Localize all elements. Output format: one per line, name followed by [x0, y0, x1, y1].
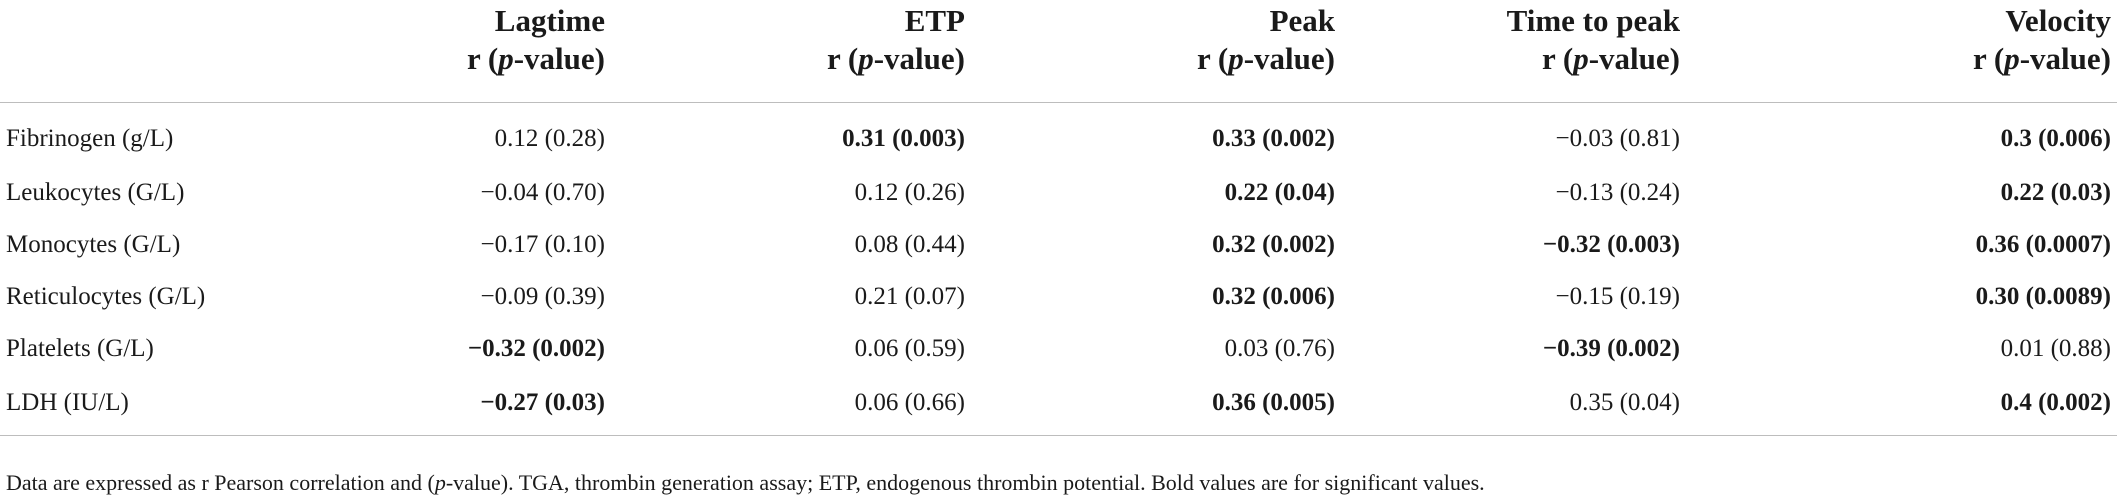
- table-cell: 0.22 (0.04): [1224, 179, 1335, 206]
- subtitle-rest: -value): [873, 41, 965, 76]
- table-cell: −0.32 (0.002): [467, 335, 605, 362]
- subtitle-rest: -value): [2019, 41, 2111, 76]
- table-cell: 0.32 (0.006): [1212, 283, 1335, 310]
- row-label: Platelets (G/L): [6, 335, 154, 362]
- footnote-text-2: -value). TGA, thrombin generation assay;…: [445, 470, 1485, 495]
- table-cell: 0.36 (0.005): [1015, 375, 1385, 436]
- column-header: Time to peak r (p-value): [1385, 0, 1775, 103]
- table-cell: −0.39 (0.002): [1542, 335, 1680, 362]
- correlation-table: Lagtime r (p-value) ETP r (p-value) Peak r (p…: [0, 0, 2117, 436]
- subtitle-r: r (: [1972, 41, 2005, 76]
- table-row: LDH (IU/L) −0.27 (0.03) 0.06 (0.66) 0.36 (0…: [0, 375, 2117, 436]
- column-header-title: Peak: [1269, 3, 1335, 38]
- correlation-table-container: Lagtime r (p-value) ETP r (p-value) Peak r (p…: [0, 0, 2117, 436]
- subtitle-r: r (: [1196, 41, 1229, 76]
- footnote-text-1: Data are expressed as r Pearson correlat…: [6, 470, 435, 495]
- table-cell: −0.17 (0.10): [480, 231, 606, 258]
- table-cell: 0.03 (0.76): [1224, 335, 1335, 362]
- column-header-subtitle: r (p-value): [1015, 40, 1335, 78]
- table-cell: 0.22 (0.03): [2000, 179, 2111, 206]
- subtitle-p: p: [1573, 41, 1589, 76]
- column-header: Peak r (p-value): [1015, 0, 1385, 103]
- subtitle-r: r (: [826, 41, 859, 76]
- table-cell: 0.36 (0.0007): [1975, 231, 2111, 258]
- subtitle-rest: -value): [1243, 41, 1335, 76]
- subtitle-r: r (: [466, 41, 499, 76]
- column-header-subtitle: r (p-value): [1775, 40, 2111, 78]
- table-header: Lagtime r (p-value) ETP r (p-value) Peak r (p…: [0, 0, 2117, 103]
- table-cell: 0.32 (0.002): [1212, 231, 1335, 258]
- table-cell: 0.33 (0.002): [1212, 125, 1335, 152]
- subtitle-p: p: [2004, 41, 2020, 76]
- subtitle-r: r (: [1541, 41, 1574, 76]
- column-header: Lagtime r (p-value): [330, 0, 660, 103]
- table-cell: 0.31 (0.003): [842, 125, 965, 152]
- table-cell: −0.09 (0.39): [480, 283, 606, 310]
- column-header-title: Velocity: [2005, 3, 2111, 38]
- table-row: Platelets (G/L) −0.32 (0.002) 0.06 (0.59) 0…: [0, 323, 2117, 375]
- row-label: Leukocytes (G/L): [6, 179, 185, 206]
- column-header: Velocity r (p-value): [1775, 0, 2117, 103]
- table-cell: 0.06 (0.59): [854, 335, 965, 362]
- column-header-subtitle: r (p-value): [660, 40, 965, 78]
- table-row: Monocytes (G/L) −0.17 (0.10) 0.08 (0.44) 0.…: [0, 219, 2117, 271]
- table-cell: −0.13 (0.24): [1555, 179, 1681, 206]
- column-header: ETP r (p-value): [660, 0, 1015, 103]
- table-cell: 0.08 (0.44): [854, 231, 965, 258]
- table-cell: 0.12 (0.28): [494, 125, 605, 152]
- column-header-subtitle: r (p-value): [330, 40, 605, 78]
- table-cell: 0.21 (0.07): [854, 283, 965, 310]
- subtitle-rest: -value): [1588, 41, 1680, 76]
- row-label: Reticulocytes (G/L): [6, 283, 206, 310]
- subtitle-p: p: [498, 41, 514, 76]
- row-label: Monocytes (G/L): [6, 231, 181, 258]
- subtitle-p: p: [858, 41, 874, 76]
- table-cell: −0.32 (0.003): [1542, 231, 1680, 258]
- header-row: Lagtime r (p-value) ETP r (p-value) Peak r (p…: [0, 0, 2117, 103]
- table-cell: 0.12 (0.26): [854, 179, 965, 206]
- subtitle-p: p: [1228, 41, 1244, 76]
- column-header-title: Lagtime: [494, 3, 605, 38]
- table-cell: −0.04 (0.70): [480, 179, 606, 206]
- column-header-title: Time to peak: [1506, 3, 1680, 38]
- table-cell: 0.01 (0.88): [2000, 335, 2111, 362]
- column-header-title: ETP: [904, 3, 965, 38]
- header-empty-cell: [0, 0, 330, 103]
- table-body: Fibrinogen (g/L) 0.12 (0.28) 0.31 (0.003) 0…: [0, 103, 2117, 436]
- row-label: LDH (IU/L): [0, 375, 330, 436]
- table-cell: −0.27 (0.03): [330, 375, 660, 436]
- row-label: Fibrinogen (g/L): [6, 125, 174, 152]
- table-row: Reticulocytes (G/L) −0.09 (0.39) 0.21 (0.0…: [0, 271, 2117, 323]
- column-header-subtitle: r (p-value): [1385, 40, 1680, 78]
- table-row: Leukocytes (G/L) −0.04 (0.70) 0.12 (0.26) 0…: [0, 167, 2117, 219]
- table-cell: 0.3 (0.006): [2000, 125, 2111, 152]
- table-cell: 0.06 (0.66): [660, 375, 1015, 436]
- table-cell: −0.03 (0.81): [1555, 125, 1681, 152]
- table-cell: 0.4 (0.002): [1775, 375, 2117, 436]
- table-row: Fibrinogen (g/L) 0.12 (0.28) 0.31 (0.003) 0…: [0, 103, 2117, 168]
- table-cell: 0.30 (0.0089): [1975, 283, 2111, 310]
- table-cell: −0.15 (0.19): [1555, 283, 1681, 310]
- footnote-p-italic: p: [434, 470, 446, 495]
- table-footnote: Data are expressed as r Pearson correlat…: [6, 470, 1485, 496]
- table-cell: 0.35 (0.04): [1385, 375, 1775, 436]
- subtitle-rest: -value): [513, 41, 605, 76]
